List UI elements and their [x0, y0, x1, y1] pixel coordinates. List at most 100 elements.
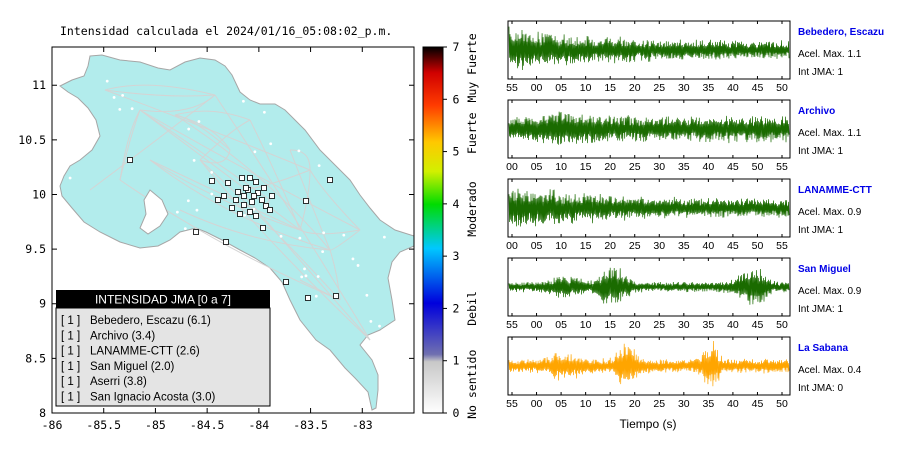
legend-item-name: Bebedero, Escazu (6.1)	[90, 315, 211, 327]
waveform-tick-label: 05	[555, 398, 567, 410]
colorbar-tick-label: 0	[453, 406, 460, 420]
waveform-tick-label: 05	[555, 82, 567, 94]
waveform-tick-label: 40	[703, 240, 715, 252]
waveform-tick-label: 20	[629, 82, 641, 94]
map-lat-tick-label: 11	[32, 78, 46, 92]
waveform-trace	[508, 188, 790, 227]
legend-body	[55, 307, 271, 407]
waveform-tick-label: 00	[531, 398, 543, 410]
waveform-tick-label: 30	[653, 161, 665, 173]
station-marker	[241, 193, 247, 199]
waveform-tick-label: 35	[678, 240, 690, 252]
station-marker	[235, 189, 241, 195]
legend-item-name: Archivo (3.4)	[90, 330, 155, 342]
waveform-tick-label: 45	[752, 319, 764, 331]
waveform-tick-label: 30	[678, 82, 690, 94]
waveform-tick-label: 30	[678, 398, 690, 410]
station-int-jma: Int JMA: 1	[798, 225, 843, 236]
waveform-tick-label: 25	[629, 240, 641, 252]
station-marker	[233, 197, 239, 203]
station-name: San Miguel	[798, 264, 851, 275]
waveform-panel: 00 05 10 15 20 25 30 35 40 45 50 55 Archivo Acel. Max…	[506, 99, 862, 173]
map-lat-tick-label: 10.5	[18, 133, 46, 147]
waveform-tick-label: 45	[752, 82, 764, 94]
station-markers	[127, 157, 339, 301]
legend-item-tag: [ 1 ]	[61, 361, 80, 373]
waveform-tick-label: 15	[580, 161, 592, 173]
waveform-tick-label: 50	[752, 161, 764, 173]
waveform-tick-label: 20	[629, 398, 641, 410]
station-marker	[267, 207, 273, 213]
waveform-tick-label: 10	[580, 398, 592, 410]
legend-item-tag: [ 1 ]	[61, 376, 80, 388]
station-name: La Sabana	[798, 343, 848, 354]
waveform-tick-label: 25	[653, 398, 665, 410]
waveform-tick-label: 15	[580, 240, 592, 252]
station-marker	[247, 209, 253, 215]
map-latitude-axis: 11 10.5 10 9.5 9 8.5 8	[18, 78, 414, 420]
waveform-tick-label: 50	[752, 240, 764, 252]
station-marker	[263, 203, 269, 209]
station-marker	[225, 180, 231, 186]
colorbar-tick-label: 4	[453, 197, 460, 211]
waveform-tick-label: 45	[727, 161, 739, 173]
station-marker	[215, 197, 221, 203]
station-int-jma: Int JMA: 1	[798, 146, 843, 157]
waveform-tick-label: 35	[703, 82, 715, 94]
colorbar-tick-label: 5	[453, 145, 460, 159]
nicoya-gulf	[139, 189, 169, 235]
station-acel-max: Acel. Max. 0.9	[798, 207, 862, 218]
waveform-tick-label: 55	[506, 82, 518, 94]
waveform-tick-label: 25	[653, 319, 665, 331]
station-name: Archivo	[798, 106, 835, 117]
waveform-tick-label: 35	[703, 319, 715, 331]
waveform-panel: 55 00 05 10 15 20 25 30 35 40 45 50 San Miguel Acel. …	[506, 257, 862, 331]
waveform-panel: 55 00 05 10 15 20 25 30 35 40 45 50 Bebedero, Escazu…	[506, 20, 884, 94]
station-name: Bebedero, Escazu	[798, 27, 884, 38]
colorbar-tick-label: 6	[453, 92, 460, 106]
waveform-tick-label: 55	[776, 240, 788, 252]
legend-item-tag: [ 1 ]	[61, 392, 80, 404]
map-lon-tick-label: -83	[352, 418, 373, 432]
waveform-panels: 55 00 05 10 15 20 25 30 35 40 45 50 Bebedero, Escazu…	[506, 20, 884, 410]
legend-items: [ 1 ] Bebedero, Escazu (6.1) [ 1 ] Archivo …	[61, 315, 215, 404]
waveform-tick-label: 40	[727, 82, 739, 94]
station-marker	[243, 185, 249, 191]
waveform-xlabel: Tiempo (s)	[620, 417, 677, 431]
waveform-tick-label: 20	[629, 319, 641, 331]
waveform-tick-label: 00	[531, 319, 543, 331]
waveform-tick-label: 30	[653, 240, 665, 252]
legend-item-tag: [ 1 ]	[61, 315, 80, 327]
map-lon-tick-label: -86	[42, 418, 63, 432]
station-marker	[249, 199, 255, 205]
map-lon-tick-label: -83.5	[293, 418, 328, 432]
map-longitude-axis: -86 -85.5 -85 -84.5 -84 -83.5 -83	[42, 47, 373, 432]
station-marker	[333, 293, 339, 299]
waveform-trace	[508, 26, 790, 71]
colorbar-tick-label: 1	[453, 354, 460, 368]
map-frame	[51, 46, 415, 414]
colorbar-labels: No sentido Debil Moderado Fuerte Muy Fuerte	[465, 33, 479, 419]
colorbar-gradient	[422, 46, 444, 414]
station-marker	[255, 190, 261, 196]
station-marker	[223, 239, 229, 245]
station-marker	[241, 202, 247, 208]
waveform-panel: 00 05 10 15 20 25 30 35 40 45 50 55 LANAMME-CTT Acel.…	[506, 178, 872, 252]
station-marker	[260, 225, 266, 231]
map-lon-tick-label: -85	[145, 418, 166, 432]
waveform-tick-label: 15	[604, 82, 616, 94]
legend-title: INTENSIDAD JMA [0 a 7]	[95, 293, 231, 307]
waveform-tick-label: 00	[531, 82, 543, 94]
map-lat-tick-label: 9	[39, 297, 46, 311]
colorbar-category-label: No sentido	[465, 350, 479, 419]
waveform-tick-label: 00	[506, 240, 518, 252]
waveform-tick-label: 30	[678, 319, 690, 331]
waveform-tick-label: 20	[604, 240, 616, 252]
colorbar-tick-label: 7	[453, 40, 460, 54]
waveform-tick-label: 05	[555, 319, 567, 331]
colorbar-tick-label: 3	[453, 249, 460, 263]
waveform-panel: 55 00 05 10 15 20 25 30 35 40 45 50 La Sabana Acel. M…	[506, 336, 862, 410]
map-lat-tick-label: 10	[32, 187, 46, 201]
waveform-tick-label: 15	[604, 319, 616, 331]
